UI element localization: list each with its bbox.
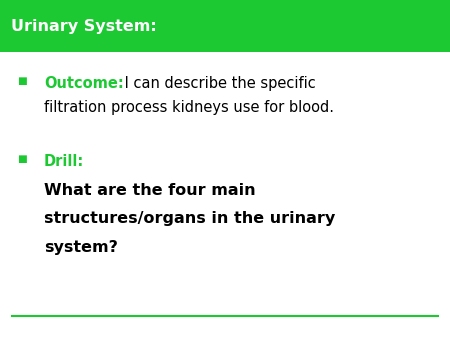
Text: I can describe the specific: I can describe the specific [120,76,315,91]
Text: Outcome:: Outcome: [44,76,124,91]
Text: system?: system? [44,240,118,255]
Text: structures/organs in the urinary: structures/organs in the urinary [44,211,335,226]
Text: filtration process kidneys use for blood.: filtration process kidneys use for blood… [44,100,334,115]
Text: ■: ■ [17,154,27,164]
Text: Drill:: Drill: [44,154,84,169]
Text: ■: ■ [17,76,27,86]
Bar [0,0,450,52]
Text: Urinary System:: Urinary System: [11,19,157,34]
Text: What are the four main: What are the four main [44,183,256,197]
